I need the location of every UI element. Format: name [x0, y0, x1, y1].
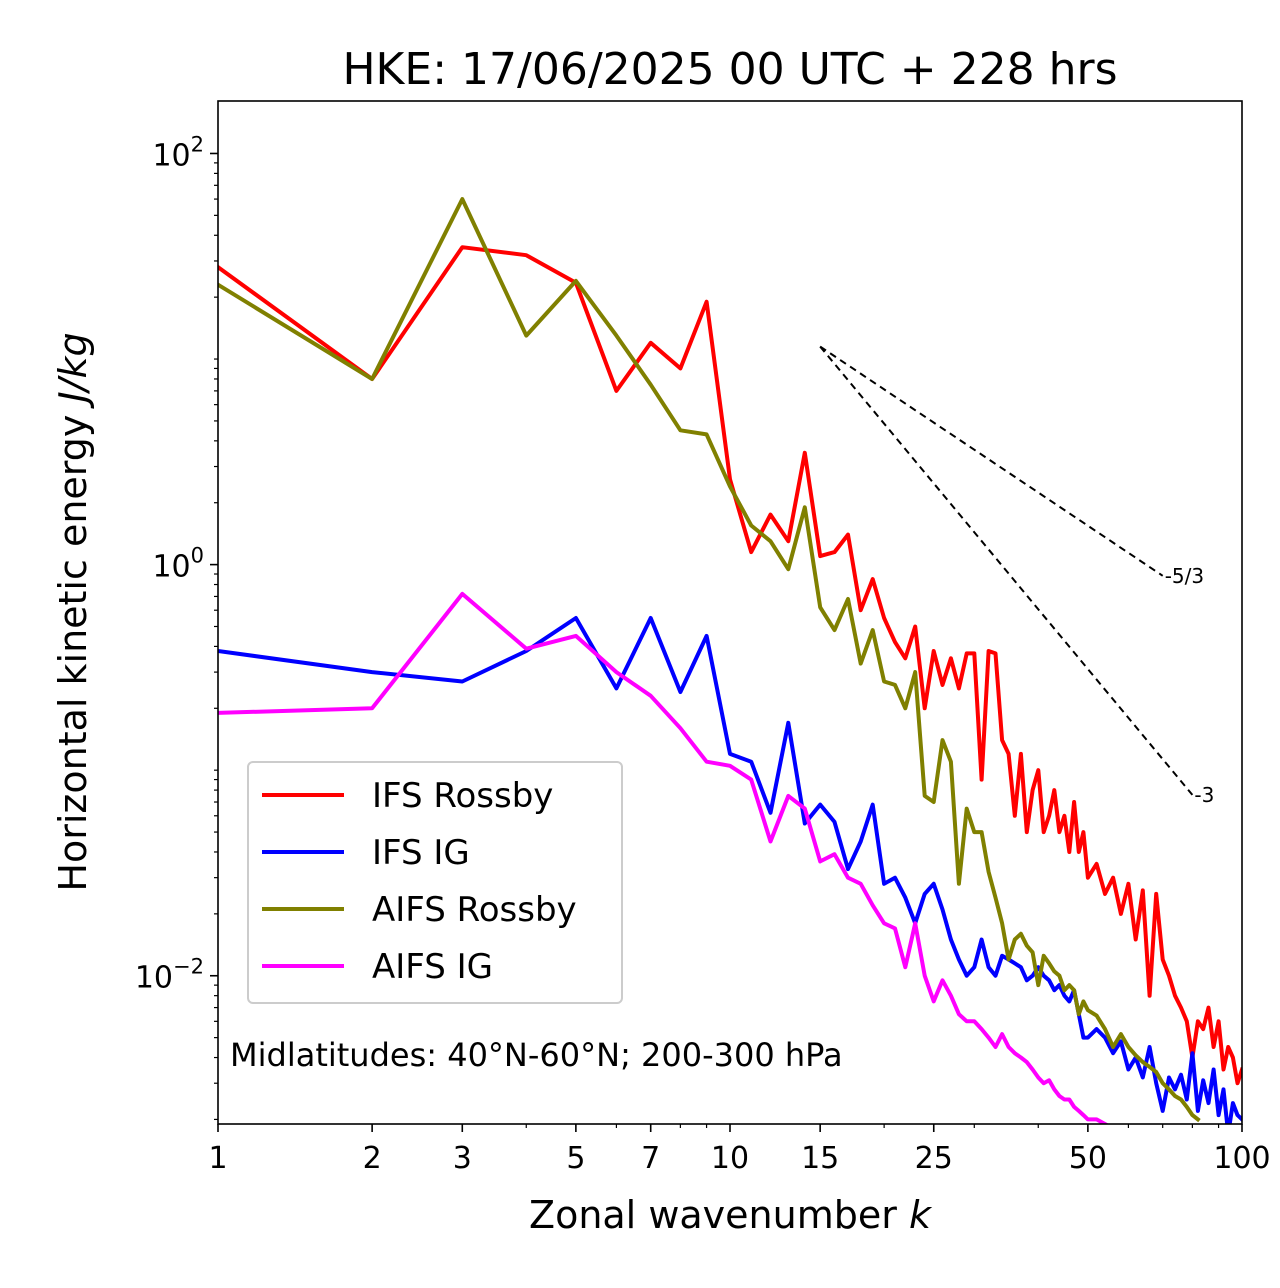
- y-axis-label-unit: J/kg: [51, 332, 95, 409]
- legend-items: IFS Rossby IFS IG AIFS Rossby AIFS IG: [262, 776, 577, 987]
- x-tick-label: 25: [915, 1141, 953, 1176]
- chart-title: HKE: 17/06/2025 00 UTC + 228 hrs: [342, 44, 1117, 95]
- reference-slopes: -5/3 -3: [819, 345, 1214, 807]
- y-tick-exponent: 0: [191, 544, 204, 568]
- x-tick-label: 15: [801, 1141, 839, 1176]
- y-tick-base: 10: [152, 138, 190, 173]
- legend-item-aifs-rossby: AIFS Rossby: [262, 890, 577, 930]
- reference-slope-label: -3: [1194, 783, 1214, 807]
- legend-label: AIFS IG: [372, 947, 493, 987]
- series-line-aifs-rossby: [218, 197, 1201, 1123]
- y-tick-base: 10: [135, 961, 173, 996]
- x-axis-label-main: Zonal wavenumber: [529, 1193, 909, 1237]
- series-line-ifs-ig: [218, 616, 1242, 1124]
- series-line-ifs-rossby: [218, 245, 1242, 1086]
- x-axis-label-variable: k: [909, 1193, 933, 1237]
- x-axis-ticks: 1 2 3 5 7 10 15 25 50 100: [208, 1124, 1271, 1176]
- x-tick-label: 1: [208, 1141, 227, 1176]
- x-tick-label: 7: [641, 1141, 660, 1176]
- reference-slope-label: -5/3: [1165, 564, 1204, 588]
- legend-item-ifs-rossby: IFS Rossby: [262, 776, 553, 816]
- x-axis-label: Zonal wavenumber k: [529, 1193, 933, 1237]
- series-line-aifs-ig: [218, 591, 1109, 1124]
- legend-label: IFS Rossby: [372, 776, 553, 816]
- reference-slope-line: [819, 345, 1194, 796]
- x-tick-label: 2: [363, 1141, 382, 1176]
- x-tick-label: 5: [566, 1141, 585, 1176]
- y-axis-label-main: Horizontal kinetic energy: [51, 403, 95, 892]
- legend-box: [247, 761, 623, 1004]
- x-tick-label: 3: [453, 1141, 472, 1176]
- region-annotation: Midlatitudes: 40°N-60°N; 200-300 hPa: [230, 1036, 843, 1074]
- y-tick-label: 10−2: [135, 955, 204, 996]
- x-tick-label: 100: [1213, 1141, 1270, 1176]
- reference-slope-line: [819, 345, 1164, 577]
- legend-item-ifs-ig: IFS IG: [262, 833, 470, 873]
- y-tick-exponent: 2: [191, 132, 204, 156]
- legend: IFS Rossby IFS IG AIFS Rossby AIFS IG: [247, 761, 623, 1004]
- x-tick-label: 50: [1069, 1141, 1107, 1176]
- y-tick-exponent: −2: [173, 955, 204, 979]
- legend-item-aifs-ig: AIFS IG: [262, 947, 493, 987]
- series-layer: [218, 197, 1242, 1124]
- legend-label: AIFS Rossby: [372, 890, 577, 930]
- legend-label: IFS IG: [372, 833, 470, 873]
- y-tick-base: 10: [152, 550, 190, 585]
- x-tick-label: 10: [711, 1141, 749, 1176]
- y-tick-label: 100: [152, 544, 204, 585]
- y-tick-label: 102: [152, 132, 204, 173]
- y-axis-label: Horizontal kinetic energy J/kg: [51, 332, 95, 891]
